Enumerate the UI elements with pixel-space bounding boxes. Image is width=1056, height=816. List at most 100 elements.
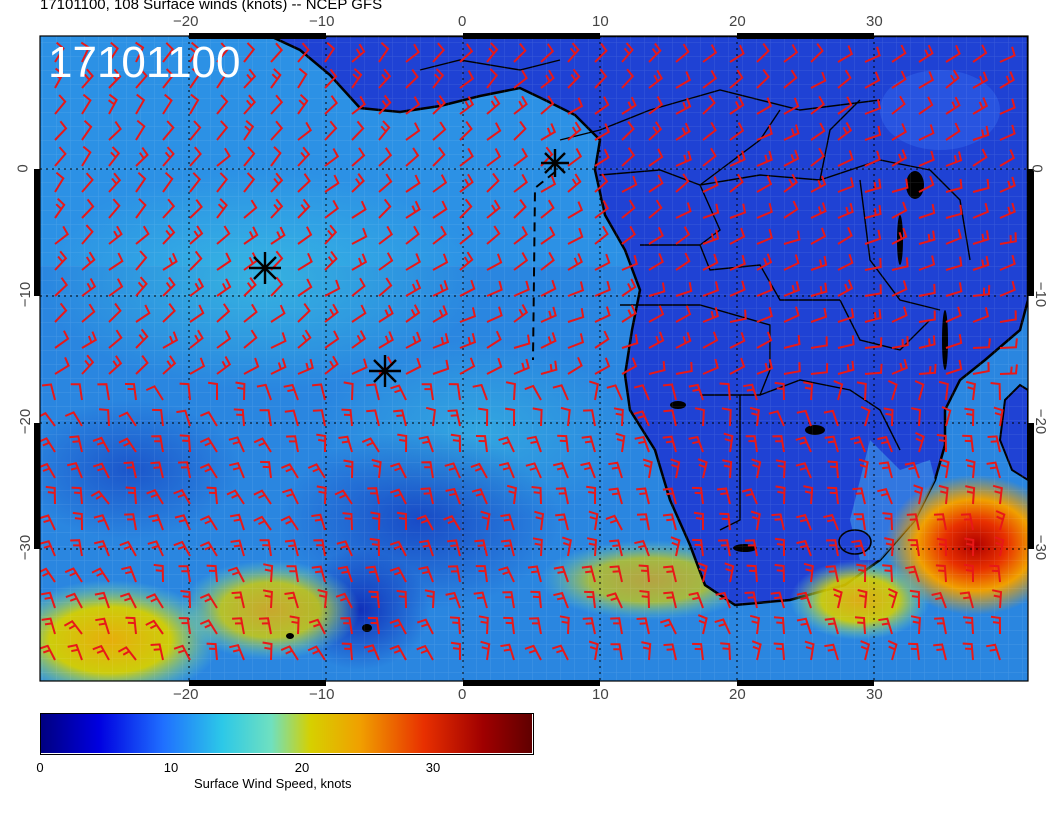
left-tick-label: −30 bbox=[17, 534, 35, 561]
wind-barb bbox=[448, 565, 461, 583]
wind-barb bbox=[694, 407, 705, 427]
wind-barb bbox=[486, 199, 501, 219]
wind-barb bbox=[270, 250, 284, 271]
wind-barb bbox=[286, 435, 299, 453]
wind-barb bbox=[432, 333, 450, 349]
wind-barb bbox=[316, 485, 327, 505]
wind-barb bbox=[663, 591, 677, 609]
wind-barb bbox=[972, 202, 989, 219]
wind-barb bbox=[92, 462, 110, 479]
wind-barb bbox=[878, 461, 893, 479]
wind-barb bbox=[297, 198, 311, 219]
wind-barb bbox=[864, 99, 882, 115]
wind-barb bbox=[297, 329, 312, 349]
wind-barb bbox=[486, 95, 501, 115]
wind-barb bbox=[581, 565, 596, 583]
wind-barb bbox=[503, 616, 515, 635]
wind-barb bbox=[964, 407, 975, 427]
wind-barb bbox=[540, 43, 555, 63]
wind-barb bbox=[229, 513, 245, 531]
wind-barb bbox=[405, 331, 422, 349]
wind-barb bbox=[756, 228, 773, 245]
wind-barb bbox=[162, 120, 175, 141]
wind-barb bbox=[675, 173, 690, 193]
wind-barb bbox=[40, 437, 56, 453]
wind-barb bbox=[675, 150, 692, 167]
wind-barb bbox=[216, 94, 229, 115]
wind-barb bbox=[783, 254, 800, 271]
wind-barb bbox=[459, 43, 474, 63]
wind-barb bbox=[324, 303, 339, 323]
wind-barb bbox=[939, 458, 950, 479]
wind-barb bbox=[986, 643, 1001, 661]
wind-barb bbox=[662, 487, 677, 505]
wind-barb bbox=[945, 151, 963, 167]
wind-barb bbox=[588, 640, 599, 661]
wind-barb bbox=[307, 645, 326, 661]
wind-barb bbox=[199, 437, 218, 453]
wind-barb bbox=[810, 227, 827, 245]
wind-barb bbox=[312, 383, 326, 401]
wind-barb bbox=[702, 229, 720, 245]
wind-barb bbox=[432, 253, 449, 271]
wind-barb bbox=[297, 252, 313, 271]
wind-barb bbox=[450, 433, 461, 453]
wind-barb bbox=[486, 357, 503, 375]
wind-barb bbox=[962, 434, 974, 453]
wind-barb bbox=[432, 121, 447, 141]
wind-barb bbox=[827, 486, 839, 505]
wind-barb bbox=[324, 41, 336, 63]
wind-barb bbox=[941, 406, 952, 427]
wind-barb bbox=[45, 485, 56, 505]
wind-barb bbox=[553, 565, 569, 583]
wind-barb bbox=[281, 463, 299, 479]
wind-barb bbox=[108, 278, 124, 297]
wind-barb bbox=[70, 383, 83, 401]
wind-barb bbox=[432, 279, 449, 297]
wind-barb bbox=[935, 564, 947, 583]
wind-barb bbox=[853, 513, 866, 531]
wind-barb bbox=[498, 436, 515, 453]
wind-barb bbox=[230, 539, 245, 557]
wind-barb bbox=[594, 96, 610, 115]
wind-barb bbox=[243, 199, 258, 219]
wind-barb bbox=[856, 381, 867, 401]
wind-barb bbox=[641, 641, 652, 661]
wind-barb bbox=[877, 488, 893, 505]
wind-barb bbox=[486, 68, 499, 89]
wind-barb bbox=[396, 511, 407, 531]
wind-barb bbox=[633, 384, 650, 401]
bottom-tick-label: 20 bbox=[729, 686, 746, 703]
wind-barb bbox=[934, 617, 947, 635]
wind-barb bbox=[621, 199, 636, 219]
wind-barb bbox=[999, 254, 1016, 271]
colorbar-label: Surface Wind Speed, knots bbox=[194, 776, 352, 791]
wind-barb bbox=[783, 124, 800, 141]
wind-barb bbox=[756, 253, 773, 271]
wind-barb bbox=[721, 407, 732, 427]
wind-barb bbox=[270, 304, 286, 323]
wind-barb bbox=[351, 330, 367, 349]
wind-barb bbox=[378, 331, 394, 349]
wind-barb bbox=[688, 383, 704, 401]
wind-barb bbox=[72, 511, 83, 531]
wind-barb bbox=[999, 98, 1016, 115]
wind-barb bbox=[513, 173, 528, 193]
wind-barb bbox=[609, 565, 623, 583]
wind-barb bbox=[189, 304, 205, 323]
wind-barb bbox=[81, 145, 92, 167]
wind-barb bbox=[837, 96, 853, 115]
wind-barb bbox=[827, 460, 839, 479]
wind-barb bbox=[378, 277, 393, 297]
wind-barb bbox=[729, 173, 744, 193]
wind-barb bbox=[389, 488, 407, 505]
wind-barb bbox=[918, 150, 935, 167]
wind-barb bbox=[810, 147, 825, 167]
wind-barb bbox=[40, 462, 56, 479]
wind-barb bbox=[990, 615, 1001, 635]
wind-barb bbox=[918, 124, 935, 141]
wind-barb bbox=[675, 226, 691, 245]
wind-barb bbox=[659, 618, 677, 635]
wind-barb bbox=[81, 303, 96, 323]
wind-barb bbox=[972, 307, 990, 323]
